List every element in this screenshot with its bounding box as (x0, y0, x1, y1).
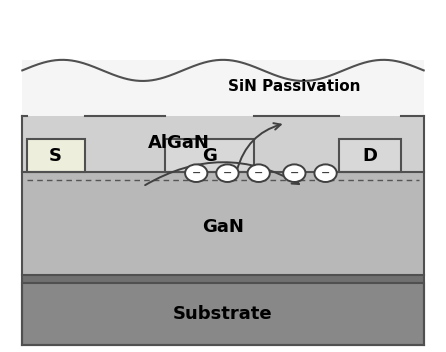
Circle shape (283, 164, 306, 182)
Text: SiN Passivation: SiN Passivation (228, 79, 361, 94)
Text: −: − (254, 168, 264, 177)
FancyBboxPatch shape (165, 139, 254, 172)
Text: −: − (223, 168, 232, 177)
FancyBboxPatch shape (27, 139, 85, 172)
Text: −: − (289, 168, 299, 177)
Text: AlGaN: AlGaN (148, 133, 209, 152)
Text: D: D (363, 147, 378, 165)
Text: −: − (321, 168, 330, 177)
FancyBboxPatch shape (339, 139, 401, 172)
Circle shape (185, 164, 207, 182)
Text: Substrate: Substrate (173, 305, 273, 323)
Text: G: G (202, 147, 217, 165)
Text: S: S (49, 147, 62, 165)
Circle shape (314, 164, 337, 182)
Text: GaN: GaN (202, 218, 244, 236)
FancyBboxPatch shape (22, 275, 424, 283)
Text: −: − (191, 168, 201, 177)
FancyBboxPatch shape (22, 283, 424, 345)
FancyBboxPatch shape (22, 116, 424, 172)
Circle shape (248, 164, 270, 182)
FancyBboxPatch shape (22, 60, 424, 116)
FancyBboxPatch shape (22, 172, 424, 276)
Circle shape (216, 164, 239, 182)
